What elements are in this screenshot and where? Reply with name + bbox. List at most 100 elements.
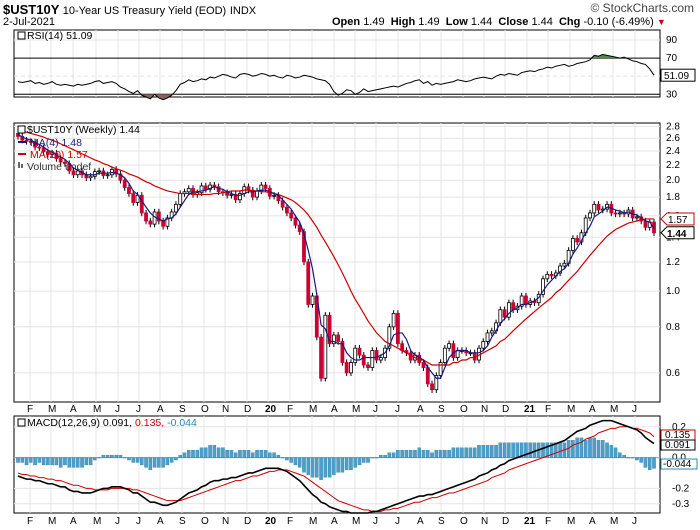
macd-legend-signal: 0.135, bbox=[135, 417, 167, 429]
candle-down bbox=[203, 185, 208, 190]
symbol: $UST10Y bbox=[3, 2, 60, 17]
month-label-top: F bbox=[545, 404, 551, 415]
macd-histogram-bar bbox=[541, 442, 545, 458]
macd-histogram-bar bbox=[208, 445, 212, 458]
macd-histogram-bar bbox=[327, 457, 332, 478]
macd-histogram-bar bbox=[455, 447, 460, 458]
macd-histogram-bar bbox=[323, 457, 328, 478]
candle-up bbox=[562, 262, 567, 267]
candle-down bbox=[285, 206, 289, 214]
macd-histogram-bar bbox=[105, 454, 110, 458]
macd-histogram-bar bbox=[276, 454, 281, 458]
month-label-top: M bbox=[352, 404, 360, 415]
macd-histogram-bar bbox=[110, 454, 114, 458]
macd-histogram-bar bbox=[447, 450, 451, 458]
month-label-top: A bbox=[589, 404, 596, 415]
macd-histogram-bar bbox=[430, 452, 434, 458]
macd-histogram-bar bbox=[131, 457, 135, 463]
candle-up bbox=[229, 194, 234, 196]
candle-up bbox=[570, 238, 575, 251]
macd-histogram-bar bbox=[229, 450, 234, 458]
candle-down bbox=[361, 354, 366, 366]
macd-histogram-bar bbox=[114, 454, 118, 458]
macd-histogram-bar bbox=[29, 457, 33, 463]
macd-histogram-bar bbox=[58, 457, 63, 468]
candle-up bbox=[442, 347, 447, 363]
ma4-legend: MA(4) 1.48 bbox=[30, 137, 82, 149]
month-label-bottom: J bbox=[373, 516, 378, 527]
macd-histogram-bar bbox=[46, 457, 50, 466]
candle-down bbox=[524, 295, 528, 305]
price-tick-label: 2.4 bbox=[666, 146, 680, 157]
volume-legend: Volume undef bbox=[27, 161, 91, 173]
month-label-bottom: N bbox=[222, 516, 229, 527]
macd-histogram-bar bbox=[174, 457, 178, 461]
macd-histogram-bar bbox=[122, 457, 127, 459]
month-label-top: S bbox=[438, 404, 445, 415]
candle-up bbox=[165, 217, 170, 227]
macd-histogram-bar bbox=[613, 447, 618, 458]
close-value: 1.44 bbox=[531, 16, 553, 28]
macd-histogram-bar bbox=[349, 457, 353, 471]
candle-up bbox=[323, 314, 328, 379]
macd-histogram-bar bbox=[460, 447, 464, 458]
candle-up bbox=[259, 184, 264, 192]
rsi-panel bbox=[13, 29, 661, 98]
candle-down bbox=[344, 362, 349, 374]
candle-up bbox=[186, 188, 191, 193]
month-label-top: N bbox=[222, 404, 229, 415]
candle-down bbox=[613, 212, 618, 215]
rsi-tick-label: 70 bbox=[666, 53, 678, 64]
candle-up bbox=[541, 278, 545, 295]
macd-histogram-bar bbox=[191, 450, 195, 458]
macd-histogram-bar bbox=[212, 445, 217, 458]
candle-down bbox=[327, 314, 332, 345]
candle-down bbox=[118, 173, 123, 181]
macd-histogram-bar bbox=[76, 457, 80, 468]
macd-histogram-bar bbox=[443, 450, 447, 458]
candle-down bbox=[144, 212, 148, 222]
month-label-top: M bbox=[567, 404, 575, 415]
macd-histogram-bar bbox=[408, 450, 413, 458]
low-label: Low bbox=[445, 16, 468, 28]
macd-hist-value: -0.044 bbox=[663, 459, 692, 470]
macd-histogram-bar bbox=[379, 454, 383, 458]
month-label-top: A bbox=[417, 404, 424, 415]
candle-up bbox=[391, 312, 396, 328]
macd-histogram-bar bbox=[140, 457, 144, 466]
price-legend-swatch bbox=[17, 125, 26, 134]
macd-histogram-bar bbox=[468, 447, 473, 458]
price-legend: $UST10Y (Weekly) 1.44 bbox=[27, 124, 140, 136]
candle-down bbox=[293, 217, 298, 226]
macd-histogram-bar bbox=[259, 450, 264, 458]
month-label-top: O bbox=[201, 404, 209, 415]
macd-histogram-bar bbox=[336, 457, 340, 473]
macd-histogram-bar bbox=[340, 457, 345, 473]
macd-histogram-bar bbox=[33, 457, 37, 466]
high-value: 1.49 bbox=[418, 16, 440, 28]
candle-down bbox=[366, 364, 370, 368]
macd-histogram-bar bbox=[97, 457, 101, 459]
macd-histogram-bar bbox=[571, 440, 575, 458]
macd-histogram-bar bbox=[361, 457, 366, 463]
macd-histogram-bar bbox=[144, 457, 148, 468]
macd-histogram-bar bbox=[54, 457, 59, 466]
macd-histogram-bar bbox=[426, 450, 430, 458]
macd-histogram-bar bbox=[357, 457, 362, 466]
candle-down bbox=[289, 212, 294, 219]
candle-down bbox=[233, 194, 238, 201]
macd-histogram-bar bbox=[263, 450, 268, 458]
macd-histogram-bar bbox=[24, 457, 29, 466]
low-value: 1.44 bbox=[470, 16, 493, 28]
macd-histogram-bar bbox=[80, 457, 84, 468]
month-label-top: D bbox=[244, 404, 251, 415]
macd-histogram-bar bbox=[519, 442, 524, 458]
rsi-last-value-box bbox=[660, 68, 696, 82]
chg-label: Chg bbox=[558, 16, 581, 28]
candle-up bbox=[485, 332, 490, 342]
candle-up bbox=[617, 212, 622, 215]
volume-legend-swatch bbox=[18, 162, 20, 168]
macd-histogram-bar bbox=[490, 445, 494, 458]
macd-histogram-bar bbox=[477, 445, 481, 458]
